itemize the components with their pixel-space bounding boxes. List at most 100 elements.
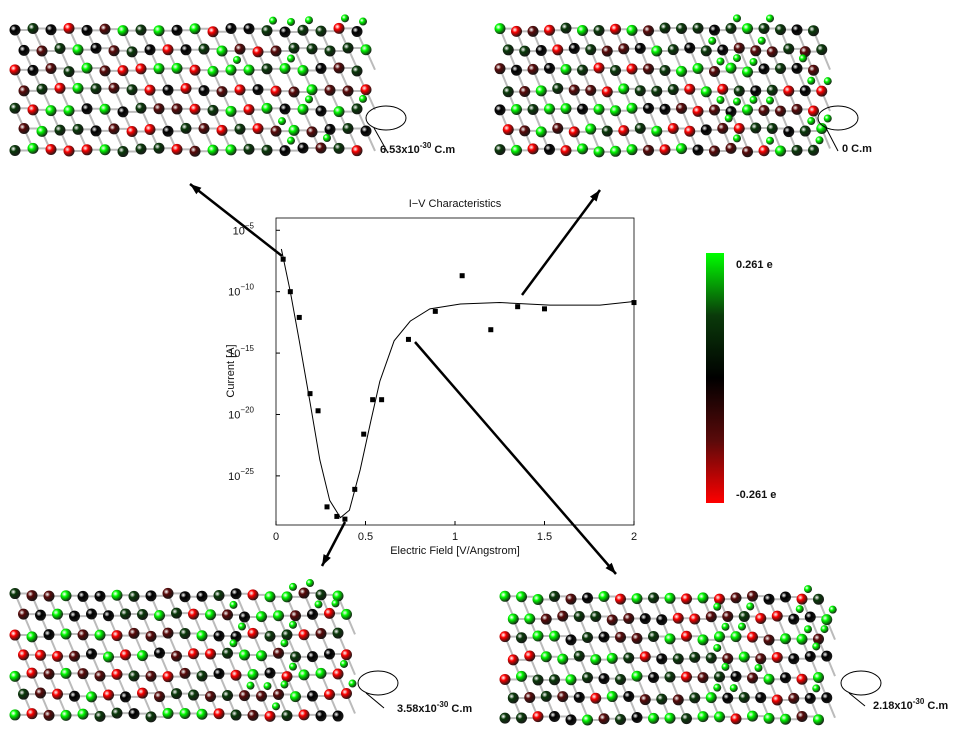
atom: [188, 648, 199, 659]
atom: [557, 654, 568, 665]
atom: [684, 126, 695, 137]
atom: [82, 144, 93, 155]
y-tick-exponent: −10: [240, 283, 254, 292]
y-tick-base: 10: [228, 471, 240, 483]
atom: [788, 693, 799, 704]
atom: [804, 625, 812, 633]
atom: [112, 708, 123, 719]
atom: [129, 591, 140, 602]
atom: [747, 673, 758, 684]
atom: [495, 144, 506, 155]
atom: [681, 672, 692, 683]
atom: [574, 611, 585, 622]
atom: [248, 710, 259, 721]
atom: [731, 713, 742, 724]
atom: [668, 84, 679, 95]
atom: [73, 44, 84, 55]
atom: [500, 591, 511, 602]
atom: [316, 710, 327, 721]
atom: [129, 708, 140, 719]
atom: [722, 653, 733, 664]
atom: [10, 64, 21, 75]
atom: [272, 702, 280, 710]
data-point: [433, 309, 438, 314]
atom: [500, 713, 511, 724]
atom: [82, 103, 93, 114]
atom: [717, 57, 725, 65]
atom: [821, 625, 829, 633]
atom: [27, 668, 38, 679]
atom: [341, 14, 349, 22]
atom: [262, 25, 273, 36]
atom: [280, 104, 291, 115]
atom: [163, 671, 174, 682]
atom: [524, 613, 535, 624]
atom: [205, 609, 216, 620]
atom: [594, 25, 605, 36]
atom: [632, 633, 643, 644]
atom: [750, 58, 758, 66]
atom: [190, 65, 201, 76]
atom: [244, 23, 255, 34]
atom: [10, 588, 21, 599]
atom: [610, 105, 621, 116]
atom: [118, 146, 129, 157]
atom: [665, 633, 676, 644]
atom: [136, 63, 147, 74]
atom: [701, 86, 712, 97]
atom: [643, 63, 654, 74]
atom: [519, 86, 530, 97]
atom: [154, 63, 165, 74]
atom: [582, 632, 593, 643]
atom: [552, 123, 563, 134]
atom: [361, 44, 372, 55]
atom: [615, 674, 626, 685]
atom: [44, 710, 55, 721]
atom: [503, 124, 514, 135]
atom: [95, 591, 106, 602]
atom: [69, 651, 80, 662]
atom: [500, 631, 511, 642]
atom: [808, 65, 819, 76]
plot-frame: [276, 218, 634, 525]
atom: [733, 134, 741, 142]
atom: [271, 126, 282, 137]
atom: [747, 632, 758, 643]
atom: [289, 583, 297, 591]
atom: [145, 44, 156, 55]
annotation-text: 3.58x10: [397, 703, 437, 715]
atom: [230, 601, 238, 609]
atom: [569, 85, 580, 96]
atom: [821, 692, 832, 703]
atom: [536, 126, 547, 137]
atom: [812, 684, 820, 692]
atom: [775, 63, 786, 74]
atom: [136, 103, 147, 114]
annotation-sup: -30: [913, 697, 925, 706]
atom: [239, 650, 250, 661]
atom: [772, 694, 783, 705]
atom: [709, 146, 720, 157]
atom: [289, 125, 300, 136]
atom: [516, 712, 527, 723]
atom: [755, 653, 766, 664]
atom: [797, 674, 808, 685]
atom: [299, 709, 310, 720]
atom: [812, 642, 820, 650]
atom: [808, 145, 819, 156]
atom: [648, 631, 659, 642]
atom: [799, 54, 807, 62]
atom: [290, 610, 301, 621]
y-tick-base: 10: [228, 287, 240, 299]
atom: [222, 648, 233, 659]
atom: [673, 613, 684, 624]
atom: [289, 621, 297, 629]
atom: [316, 63, 327, 74]
atom: [226, 144, 237, 155]
atom: [676, 103, 687, 114]
atom: [281, 681, 289, 689]
atom: [632, 671, 643, 682]
atom: [610, 24, 621, 35]
atom: [100, 24, 111, 35]
atom: [739, 692, 750, 703]
